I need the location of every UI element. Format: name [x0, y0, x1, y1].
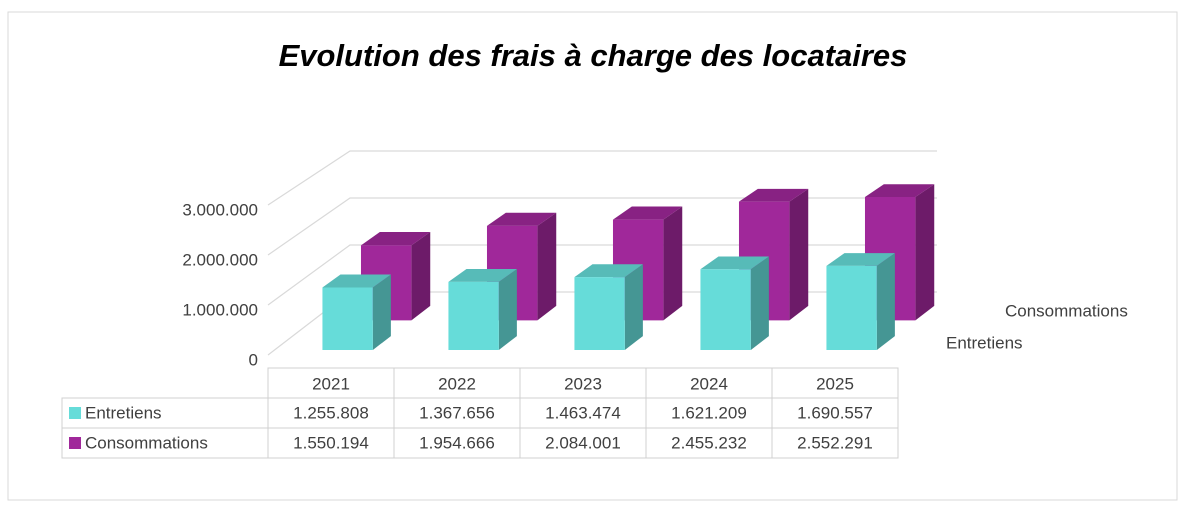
data-label: 2.455.232	[671, 433, 747, 452]
bar-top	[738, 188, 809, 202]
y-tick-label: 1.000.000	[182, 300, 258, 319]
data-label: 1.463.474	[545, 403, 621, 422]
x-tick-label: 2023	[564, 374, 602, 393]
bar-side	[750, 256, 769, 350]
bar-top	[700, 256, 769, 270]
data-label: 1.690.557	[797, 403, 873, 422]
depth-axis-label: Entretiens	[946, 333, 1023, 352]
legend-swatch	[69, 407, 81, 419]
bar-side	[372, 274, 391, 350]
bar-top	[322, 274, 391, 288]
y-tick-label: 3.000.000	[182, 200, 258, 219]
y-tick-label: 2.000.000	[182, 250, 258, 269]
chart-border	[7, 11, 1178, 501]
bar-side	[663, 206, 683, 321]
bar-top	[360, 231, 431, 246]
data-label: 1.954.666	[419, 433, 495, 452]
bar-side	[789, 188, 809, 321]
data-label: 1.621.209	[671, 403, 747, 422]
data-label: 1.550.194	[293, 433, 369, 452]
bar-top	[864, 184, 935, 197]
x-tick-label: 2021	[312, 374, 350, 393]
bar-top	[486, 212, 557, 226]
grid-line	[267, 197, 937, 256]
legend-swatch	[69, 437, 81, 449]
bar-top	[826, 253, 895, 266]
bar-side	[411, 231, 431, 321]
legend-label: Consommations	[85, 433, 208, 452]
bar-top	[574, 264, 643, 278]
data-label: 1.367.656	[419, 403, 495, 422]
depth-axis-label: Consommations	[1005, 301, 1128, 320]
bar-side	[915, 184, 935, 321]
x-tick-label: 2024	[690, 374, 728, 393]
bar	[700, 269, 751, 350]
bar	[574, 277, 625, 350]
grid-line	[267, 150, 937, 206]
chart-title: Evolution des frais à charge des locatai…	[279, 38, 908, 73]
bar-side	[537, 212, 557, 321]
bar	[322, 287, 373, 350]
x-tick-label: 2025	[816, 374, 854, 393]
data-label: 2.552.291	[797, 433, 873, 452]
data-label: 1.255.808	[293, 403, 369, 422]
bar-side	[498, 268, 517, 350]
x-tick-label: 2022	[438, 374, 476, 393]
bar-side	[624, 264, 643, 350]
y-tick-label: 0	[249, 350, 258, 369]
bar	[826, 265, 877, 350]
legend-label: Entretiens	[85, 403, 162, 422]
bar-side	[876, 253, 895, 350]
bar	[448, 281, 499, 350]
bar-top	[448, 268, 517, 282]
bar-top	[612, 206, 683, 220]
table-cell	[771, 427, 899, 459]
data-label: 2.084.001	[545, 433, 621, 452]
